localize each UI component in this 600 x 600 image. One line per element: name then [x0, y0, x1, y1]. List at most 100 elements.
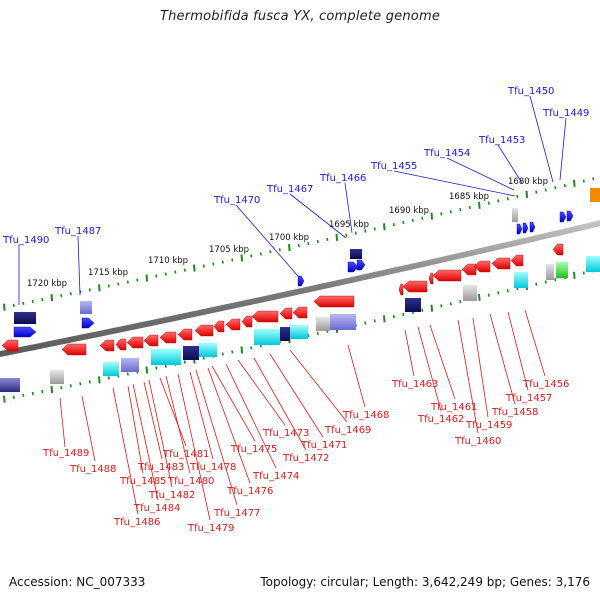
reverse-gene-arrow: [491, 257, 511, 270]
inner-tick: [183, 360, 186, 364]
inner-tick: [307, 333, 310, 338]
reverse-gene-label: Tfu_1477: [213, 508, 260, 519]
outer-tick: [212, 262, 215, 266]
reverse-gene-label: Tfu_1456: [522, 379, 569, 390]
outer-tick: [269, 250, 272, 254]
forward-callout-line: [344, 182, 353, 234]
reverse-gene-label: Tfu_1484: [133, 503, 180, 514]
outer-tick: [31, 299, 34, 304]
reverse-gene-arrow: [61, 343, 87, 356]
outer-tick: [240, 254, 244, 262]
outer-tick: [98, 284, 101, 292]
outer-tick: [430, 212, 434, 220]
reverse-gene-label: Tfu_1481: [162, 449, 209, 460]
reverse-callout-line: [253, 357, 307, 451]
forward-callout-line: [446, 157, 515, 191]
gene-box: [199, 343, 217, 357]
inner-tick: [554, 278, 557, 282]
reverse-gene-label: Tfu_1483: [137, 462, 184, 473]
reverse-gene-arrow: [432, 269, 462, 282]
gene-box: [316, 317, 330, 331]
inner-tick: [126, 372, 129, 376]
reverse-gene-arrow: [225, 318, 241, 331]
reverse-gene-label: Tfu_1482: [148, 490, 195, 501]
reverse-gene-arrow: [279, 307, 293, 320]
reverse-callout-line: [237, 359, 286, 426]
reverse-gene-arrows: [1, 243, 564, 356]
reverse-gene-label: Tfu_1479: [187, 523, 234, 534]
reverse-callout-line: [507, 311, 529, 391]
reverse-gene-label: Tfu_1473: [262, 428, 309, 439]
inner-tick: [31, 391, 34, 396]
reverse-gene-label: Tfu_1471: [300, 440, 347, 451]
forward-callout-line: [235, 204, 299, 277]
kbp-tick-labels: 1720 kbp 1715 kbp 1710 kbp 1705 kbp 1700 kbp…: [27, 177, 548, 289]
reverse-gene-label: Tfu_1488: [69, 464, 116, 475]
forward-callout-line: [77, 235, 81, 296]
outer-tick: [516, 194, 519, 199]
reverse-gene-label: Tfu_1463: [391, 379, 438, 390]
reverse-gene-label: Tfu_1474: [252, 471, 299, 482]
outer-tick: [22, 301, 25, 306]
reverse-gene-label: Tfu_1480: [167, 476, 214, 487]
gene-box: [0, 378, 20, 392]
kbp-label: 1715 kbp: [88, 268, 128, 278]
reverse-gene-label: Tfu_1462: [417, 414, 464, 425]
inner-tick: [402, 312, 405, 317]
forward-gene-label: Tfu_1470: [213, 195, 260, 206]
reverse-callout-line: [207, 367, 251, 484]
outer-tick: [202, 264, 205, 268]
outer-tick: [392, 222, 395, 227]
inner-tick: [582, 271, 585, 275]
outer-tick: [278, 248, 281, 252]
reverse-callout-line: [457, 319, 479, 434]
gene-box: [350, 249, 362, 259]
reverse-callout-line: [269, 353, 324, 438]
inner-tick: [50, 386, 54, 394]
reverse-gene-label: Tfu_1459: [465, 420, 512, 431]
inner-tick: [364, 321, 367, 325]
outer-tick: [50, 294, 54, 302]
reverse-gene-arrow: [241, 315, 253, 328]
inner-tick: [373, 319, 376, 323]
inner-tick: [221, 352, 224, 356]
inner-tick: [240, 346, 244, 354]
outer-tick: [69, 292, 72, 296]
inner-tick: [440, 304, 443, 308]
gene-box: [280, 327, 290, 341]
inner-tick: [506, 289, 509, 293]
gene-box: [183, 346, 199, 360]
reverse-callout-line: [289, 349, 348, 423]
reverse-gene-arrow: [251, 310, 279, 323]
kbp-label: 1720 kbp: [27, 279, 67, 289]
inner-tick: [79, 382, 82, 386]
forward-gene-label: Tfu_1490: [2, 235, 49, 246]
outer-tick: [145, 274, 149, 282]
inner-tick: [316, 331, 319, 336]
reverse-callout-line: [81, 395, 96, 462]
reverse-callout-line: [417, 326, 442, 412]
kbp-label: 1695 kbp: [329, 220, 369, 230]
inner-tick: [573, 271, 576, 279]
inner-tick: [449, 302, 452, 306]
outer-tick: [3, 303, 6, 311]
forward-gene-label: Tfu_1487: [54, 226, 101, 237]
forward-gene-labels: Tfu_1490 Tfu_1487 Tfu_1470 Tfu_1467 Tfu_1466…: [2, 86, 589, 246]
forward-gene-arrow: [356, 259, 366, 271]
forward-gene-label: Tfu_1449: [542, 108, 589, 119]
reverse-gene-arrow: [194, 324, 214, 337]
forward-gene-arrow: [81, 317, 95, 329]
reverse-gene-label: Tfu_1489: [42, 448, 89, 459]
reverse-gene-arrow: [99, 339, 115, 352]
outer-tick: [12, 303, 15, 307]
reverse-callout-line: [472, 317, 489, 418]
reverse-callout-line: [211, 365, 256, 442]
reverse-gene-arrow: [177, 328, 193, 341]
outer-tick: [193, 264, 196, 272]
outer-tick: [402, 220, 405, 225]
outer-tick: [126, 280, 129, 284]
gene-box: [50, 370, 64, 384]
reverse-gene-label: Tfu_1458: [491, 407, 538, 418]
forward-gene-arrow: [297, 275, 305, 287]
